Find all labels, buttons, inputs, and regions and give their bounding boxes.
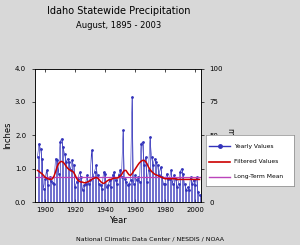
Text: Long-Term Mean: Long-Term Mean — [234, 174, 283, 179]
Y-axis label: mm: mm — [225, 128, 234, 143]
Text: National Climatic Data Center / NESDIS / NOAA: National Climatic Data Center / NESDIS /… — [76, 236, 224, 241]
X-axis label: Year: Year — [109, 216, 127, 225]
Text: Yearly Values: Yearly Values — [234, 144, 273, 148]
Text: Idaho Statewide Precipitation: Idaho Statewide Precipitation — [47, 6, 190, 16]
Text: Filtered Values: Filtered Values — [234, 159, 278, 164]
Y-axis label: Inches: Inches — [3, 122, 12, 149]
Text: August, 1895 - 2003: August, 1895 - 2003 — [76, 21, 161, 30]
